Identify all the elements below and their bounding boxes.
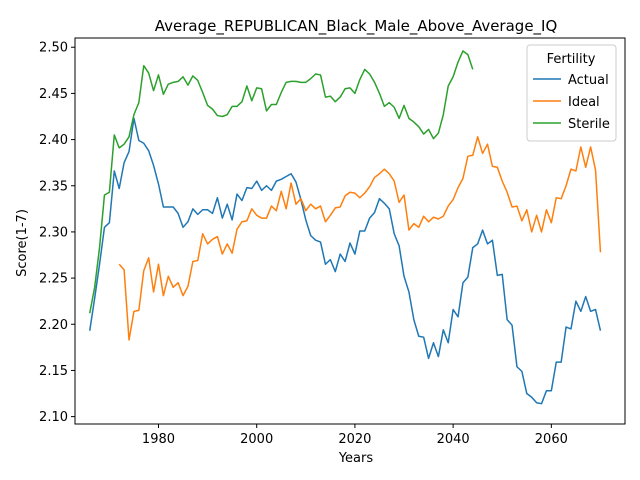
y-axis: 2.10 2.15 2.20 2.25 2.30 2.35 2.40 2.45 2.50 xyxy=(39,41,75,425)
x-axis-label: Years xyxy=(338,451,374,466)
chart-title: Average_REPUBLICAN_Black_Male_Above_Aver… xyxy=(155,17,558,36)
series-line-ideal xyxy=(118,136,602,341)
y-tick-label: 2.25 xyxy=(39,272,68,287)
plot-area: 1980 2000 2020 2040 2060 2.10 2.15 2.20 2.25 2.3… xyxy=(39,37,626,447)
legend-label-sterile: Sterile xyxy=(568,117,610,132)
y-tick-label: 2.20 xyxy=(39,318,68,333)
series-line-sterile xyxy=(88,50,474,314)
legend: Fertility Actual Ideal Sterile xyxy=(526,44,617,142)
legend-label-ideal: Ideal xyxy=(568,95,600,110)
y-tick-label: 2.30 xyxy=(39,225,68,240)
y-tick-label: 2.35 xyxy=(39,179,68,194)
x-tick-label: 1980 xyxy=(142,432,175,447)
legend-title: Fertility xyxy=(547,52,596,67)
legend-items: Actual Ideal Sterile xyxy=(533,73,610,132)
x-axis: 1980 2000 2020 2040 2060 xyxy=(142,424,568,447)
x-tick-label: 2000 xyxy=(240,432,273,447)
series-layer xyxy=(88,50,602,405)
y-tick-label: 2.40 xyxy=(39,133,68,148)
plot-frame xyxy=(74,37,626,425)
x-tick-label: 2020 xyxy=(338,432,371,447)
y-tick-label: 2.15 xyxy=(39,364,68,379)
x-tick-label: 2040 xyxy=(437,432,470,447)
y-axis-label: Score(1-7) xyxy=(15,209,30,277)
legend-label-actual: Actual xyxy=(568,73,609,88)
series-line-actual xyxy=(88,117,602,405)
y-tick-label: 2.10 xyxy=(39,410,68,425)
x-tick-label: 2060 xyxy=(535,432,568,447)
legend-box xyxy=(526,44,617,142)
y-tick-label: 2.50 xyxy=(39,41,68,56)
y-tick-label: 2.45 xyxy=(39,87,68,102)
